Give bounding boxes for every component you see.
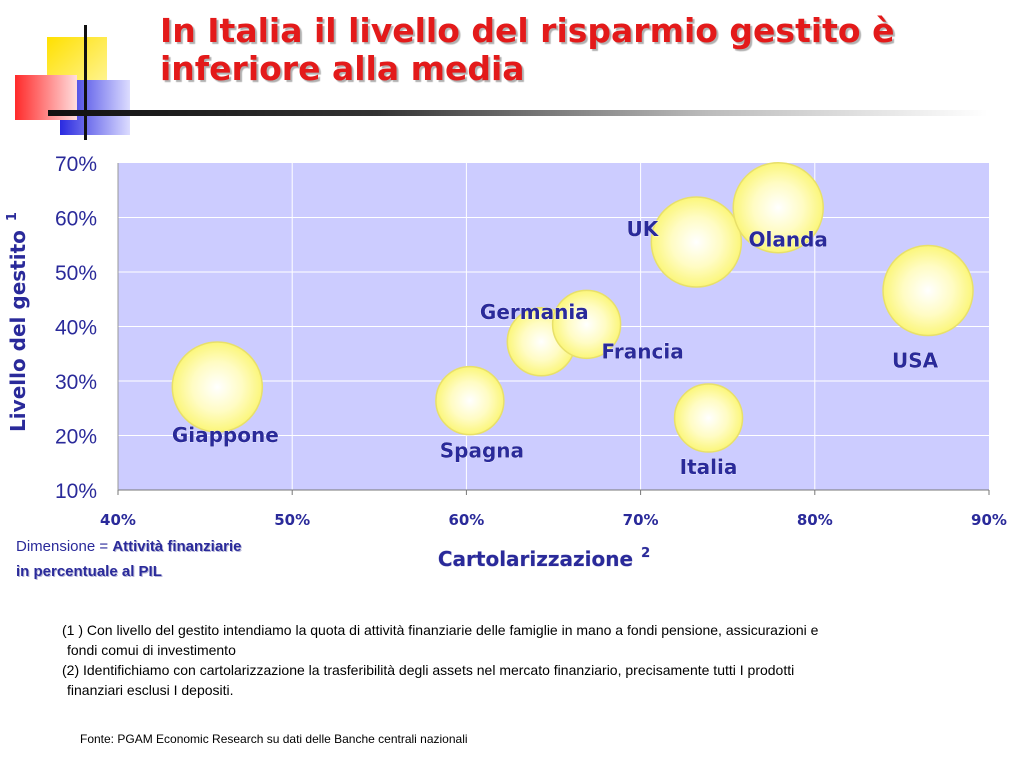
x-tick-label: 60% <box>448 511 484 529</box>
bubble-label-giappone: Giappone <box>172 423 279 447</box>
bubble-label-olanda: Olanda <box>749 228 828 252</box>
source-note: Fonte: PGAM Economic Research su dati de… <box>80 732 468 746</box>
y-tick-label: 60% <box>55 208 97 231</box>
title-line-2: inferiore alla media <box>160 49 525 88</box>
y-axis-title-text: Livello del gestito <box>6 230 30 432</box>
bubble-size-prefix: Dimensione = <box>16 538 113 555</box>
footnote-2-continued: finanziari esclusi I depositi. <box>67 682 234 698</box>
title-underline <box>48 110 988 116</box>
bubble-francia <box>551 289 622 360</box>
bubble-chart: 40% 50% 60% 70% 80% 90%10%20%30%40%50%60%70% … <box>5 153 1007 571</box>
y-tick-label: 30% <box>55 371 97 394</box>
page-title: In Italia il livello del risparmio gesti… <box>160 12 1000 88</box>
y-tick-label: 70% <box>55 153 97 176</box>
x-tick-label: 90% <box>971 511 1007 529</box>
bubble-label-uk: UK <box>626 217 659 241</box>
bubble-spagna <box>435 365 505 436</box>
bubble-italia <box>673 383 744 453</box>
footnotes: (1 ) Con livello del gestito intendiamo … <box>62 620 1002 700</box>
y-tick-label: 50% <box>55 262 97 285</box>
bubble-size-note: Dimensione = Attività finanziarie in per… <box>16 534 242 584</box>
bubble-olanda <box>732 161 824 254</box>
bubble-label-spagna: Spagna <box>440 439 524 463</box>
bubble-giappone <box>171 341 264 433</box>
footnote-2: (2) Identifichiamo con cartolarizzazione… <box>62 662 795 678</box>
bubble-label-usa: USA <box>892 349 939 373</box>
x-axis-title-text: Cartolarizzazione <box>438 547 633 571</box>
bubble-size-unit: in percentuale al PIL <box>16 563 162 580</box>
bubble-size-value: Attività finanziarie <box>112 538 242 555</box>
bubble-label-francia: Francia <box>602 339 684 363</box>
y-axis-title-superscript: 1 <box>5 212 20 221</box>
x-tick-label: 70% <box>623 511 659 529</box>
x-tick-label: 80% <box>797 511 833 529</box>
y-tick-label: 10% <box>55 480 97 503</box>
bubble-uk <box>650 196 743 288</box>
x-tick-label: 50% <box>274 511 310 529</box>
y-tick-label: 40% <box>55 317 97 340</box>
y-axis-title: Livello del gestito 1 <box>5 212 30 432</box>
bubble-usa <box>882 244 974 337</box>
bubble-label-italia: Italia <box>680 455 738 479</box>
decorative-logo <box>15 25 138 140</box>
y-tick-label: 20% <box>55 426 97 449</box>
bubble-size-note-line1: Dimensione = Attività finanziarie <box>16 534 242 559</box>
footnote-1-continued: fondi comui di investimento <box>67 642 236 658</box>
x-axis-title: Cartolarizzazione 2 <box>438 546 650 571</box>
title-line-1: In Italia il livello del risparmio gesti… <box>160 11 895 50</box>
bubble-size-note-line2: in percentuale al PIL <box>16 559 242 584</box>
bubble-label-germania: Germania <box>480 300 589 324</box>
x-tick-label: 40% <box>100 511 136 529</box>
footnote-1: (1 ) Con livello del gestito intendiamo … <box>62 622 819 638</box>
x-axis-title-superscript: 2 <box>641 546 650 561</box>
